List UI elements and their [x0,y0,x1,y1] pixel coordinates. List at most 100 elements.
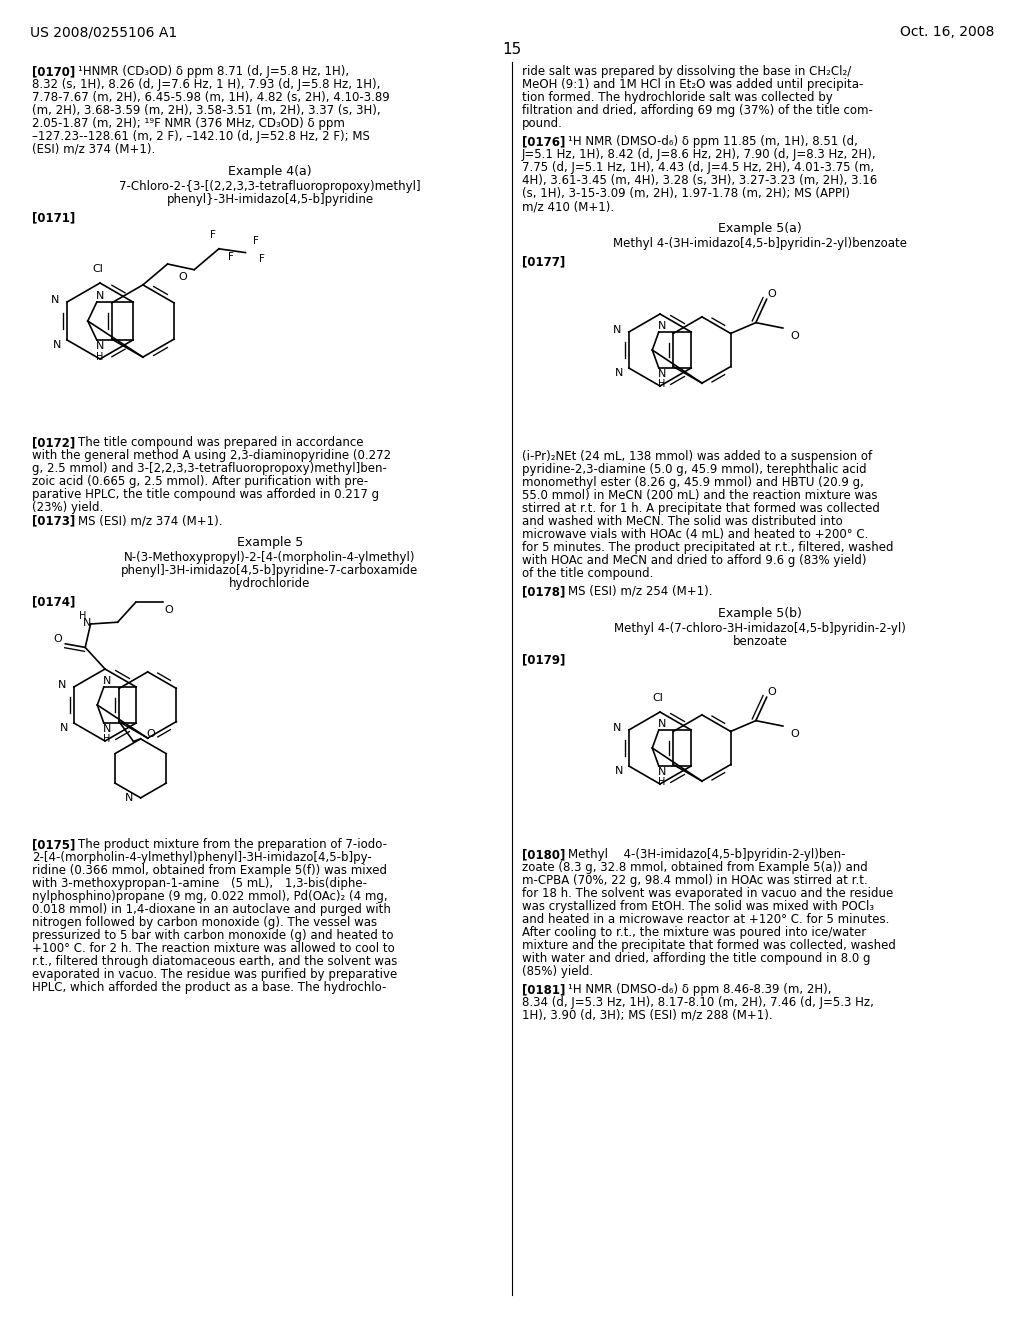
Text: [0181]: [0181] [522,983,565,997]
Text: (23%) yield.: (23%) yield. [32,502,103,513]
Text: of the title compound.: of the title compound. [522,568,653,579]
Text: zoic acid (0.665 g, 2.5 mmol). After purification with pre-: zoic acid (0.665 g, 2.5 mmol). After pur… [32,475,368,488]
Text: (m, 2H), 3.68-3.59 (m, 2H), 3.58-3.51 (m, 2H), 3.37 (s, 3H),: (m, 2H), 3.68-3.59 (m, 2H), 3.58-3.51 (m… [32,104,381,117]
Text: r.t., filtered through diatomaceous earth, and the solvent was: r.t., filtered through diatomaceous eart… [32,954,397,968]
Text: N: N [102,676,111,686]
Text: nylphosphino)propane (9 mg, 0.022 mmol), Pd(OAc)₂ (4 mg,: nylphosphino)propane (9 mg, 0.022 mmol),… [32,890,388,903]
Text: Oct. 16, 2008: Oct. 16, 2008 [900,25,994,40]
Text: O: O [767,688,776,697]
Text: 8.34 (d, J=5.3 Hz, 1H), 8.17-8.10 (m, 2H), 7.46 (d, J=5.3 Hz,: 8.34 (d, J=5.3 Hz, 1H), 8.17-8.10 (m, 2H… [522,997,873,1008]
Text: 2.05-1.87 (m, 2H); ¹⁹F NMR (376 MHz, CD₃OD) δ ppm: 2.05-1.87 (m, 2H); ¹⁹F NMR (376 MHz, CD₃… [32,117,345,129]
Text: 2-[4-(morpholin-4-ylmethyl)phenyl]-3H-imidazo[4,5-b]py-: 2-[4-(morpholin-4-ylmethyl)phenyl]-3H-im… [32,851,372,865]
Text: F: F [210,230,216,240]
Text: for 5 minutes. The product precipitated at r.t., filtered, washed: for 5 minutes. The product precipitated … [522,541,894,554]
Text: +100° C. for 2 h. The reaction mixture was allowed to cool to: +100° C. for 2 h. The reaction mixture w… [32,942,394,954]
Text: US 2008/0255106 A1: US 2008/0255106 A1 [30,25,177,40]
Text: (s, 1H), 3-15-3.09 (m, 2H), 1.97-1.78 (m, 2H); MS (APPI): (s, 1H), 3-15-3.09 (m, 2H), 1.97-1.78 (m… [522,187,850,201]
Text: N: N [95,290,104,301]
Text: 55.0 mmol) in MeCN (200 mL) and the reaction mixture was: 55.0 mmol) in MeCN (200 mL) and the reac… [522,488,878,502]
Text: [0175]: [0175] [32,838,76,851]
Text: [0176]: [0176] [522,135,565,148]
Text: m-CPBA (70%, 22 g, 98.4 mmol) in HOAc was stirred at r.t.: m-CPBA (70%, 22 g, 98.4 mmol) in HOAc wa… [522,874,867,887]
Text: pressurized to 5 bar with carbon monoxide (g) and heated to: pressurized to 5 bar with carbon monoxid… [32,929,393,942]
Text: ¹HNMR (CD₃OD) δ ppm 8.71 (d, J=5.8 Hz, 1H),: ¹HNMR (CD₃OD) δ ppm 8.71 (d, J=5.8 Hz, 1… [78,65,349,78]
Text: N: N [53,341,61,350]
Text: N: N [102,723,111,734]
Text: filtration and dried, affording 69 mg (37%) of the title com-: filtration and dried, affording 69 mg (3… [522,104,872,117]
Text: 8.32 (s, 1H), 8.26 (d, J=7.6 Hz, 1 H), 7.93 (d, J=5.8 Hz, 1H),: 8.32 (s, 1H), 8.26 (d, J=7.6 Hz, 1 H), 7… [32,78,380,91]
Text: ¹H NMR (DMSO-d₆) δ ppm 11.85 (m, 1H), 8.51 (d,: ¹H NMR (DMSO-d₆) δ ppm 11.85 (m, 1H), 8.… [568,135,858,148]
Text: parative HPLC, the title compound was afforded in 0.217 g: parative HPLC, the title compound was af… [32,488,379,502]
Text: N: N [614,368,623,378]
Text: (i-Pr)₂NEt (24 mL, 138 mmol) was added to a suspension of: (i-Pr)₂NEt (24 mL, 138 mmol) was added t… [522,450,872,463]
Text: [0171]: [0171] [32,211,75,224]
Text: The title compound was prepared in accordance: The title compound was prepared in accor… [78,436,364,449]
Text: N: N [125,793,133,803]
Text: ride salt was prepared by dissolving the base in CH₂Cl₂/: ride salt was prepared by dissolving the… [522,65,851,78]
Text: The product mixture from the preparation of 7-iodo-: The product mixture from the preparation… [78,838,387,851]
Text: J=5.1 Hz, 1H), 8.42 (d, J=8.6 Hz, 2H), 7.90 (d, J=8.3 Hz, 2H),: J=5.1 Hz, 1H), 8.42 (d, J=8.6 Hz, 2H), 7… [522,148,877,161]
Text: H: H [658,379,666,389]
Text: F: F [228,252,233,261]
Text: N: N [82,618,91,628]
Text: N: N [57,680,66,690]
Text: ¹H NMR (DMSO-d₆) δ ppm 8.46-8.39 (m, 2H),: ¹H NMR (DMSO-d₆) δ ppm 8.46-8.39 (m, 2H)… [568,983,831,997]
Text: tion formed. The hydrochloride salt was collected by: tion formed. The hydrochloride salt was … [522,91,833,104]
Text: 7.78-7.67 (m, 2H), 6.45-5.98 (m, 1H), 4.82 (s, 2H), 4.10-3.89: 7.78-7.67 (m, 2H), 6.45-5.98 (m, 1H), 4.… [32,91,390,104]
Text: N: N [657,719,666,729]
Text: (85%) yield.: (85%) yield. [522,965,593,978]
Text: phenyl]-3H-imidazo[4,5-b]pyridine-7-carboxamide: phenyl]-3H-imidazo[4,5-b]pyridine-7-carb… [122,564,419,577]
Text: HPLC, which afforded the product as a base. The hydrochlo-: HPLC, which afforded the product as a ba… [32,981,386,994]
Text: O: O [791,331,800,341]
Text: (ESI) m/z 374 (M+1).: (ESI) m/z 374 (M+1). [32,143,156,156]
Text: 1H), 3.90 (d, 3H); MS (ESI) m/z 288 (M+1).: 1H), 3.90 (d, 3H); MS (ESI) m/z 288 (M+1… [522,1008,773,1022]
Text: [0173]: [0173] [32,513,75,527]
Text: N: N [612,325,621,335]
Text: stirred at r.t. for 1 h. A precipitate that formed was collected: stirred at r.t. for 1 h. A precipitate t… [522,502,880,515]
Text: microwave vials with HOAc (4 mL) and heated to +200° C.: microwave vials with HOAc (4 mL) and hea… [522,528,868,541]
Text: MS (ESI) m/z 374 (M+1).: MS (ESI) m/z 374 (M+1). [78,513,222,527]
Text: 7-Chloro-2-{3-[(2,2,3,3-tetrafluoropropoxy)methyl]: 7-Chloro-2-{3-[(2,2,3,3-tetrafluoropropo… [119,180,421,193]
Text: [0179]: [0179] [522,653,565,667]
Text: O: O [146,729,155,739]
Text: 7.75 (d, J=5.1 Hz, 1H), 4.43 (d, J=4.5 Hz, 2H), 4.01-3.75 (m,: 7.75 (d, J=5.1 Hz, 1H), 4.43 (d, J=4.5 H… [522,161,874,174]
Text: O: O [178,272,187,282]
Text: zoate (8.3 g, 32.8 mmol, obtained from Example 5(a)) and: zoate (8.3 g, 32.8 mmol, obtained from E… [522,861,867,874]
Text: hydrochloride: hydrochloride [229,577,310,590]
Text: mixture and the precipitate that formed was collected, washed: mixture and the precipitate that formed … [522,939,896,952]
Text: Methyl 4-(3H-imidazo[4,5-b]pyridin-2-yl)benzoate: Methyl 4-(3H-imidazo[4,5-b]pyridin-2-yl)… [613,238,907,249]
Text: [0177]: [0177] [522,255,565,268]
Text: [0172]: [0172] [32,436,75,449]
Text: and heated in a microwave reactor at +120° C. for 5 minutes.: and heated in a microwave reactor at +12… [522,913,890,927]
Text: 0.018 mmol) in 1,4-dioxane in an autoclave and purged with: 0.018 mmol) in 1,4-dioxane in an autocla… [32,903,391,916]
Text: N: N [657,321,666,331]
Text: O: O [791,729,800,739]
Text: pyridine-2,3-diamine (5.0 g, 45.9 mmol), terephthalic acid: pyridine-2,3-diamine (5.0 g, 45.9 mmol),… [522,463,866,477]
Text: Example 5(b): Example 5(b) [718,607,802,620]
Text: nitrogen followed by carbon monoxide (g). The vessel was: nitrogen followed by carbon monoxide (g)… [32,916,377,929]
Text: Example 5(a): Example 5(a) [718,222,802,235]
Text: m/z 410 (M+1).: m/z 410 (M+1). [522,201,614,213]
Text: g, 2.5 mmol) and 3-[2,2,3,3-tetrafluoropropoxy)methyl]ben-: g, 2.5 mmol) and 3-[2,2,3,3-tetrafluorop… [32,462,387,475]
Text: H: H [103,734,111,744]
Text: H: H [658,777,666,787]
Text: [0174]: [0174] [32,595,76,609]
Text: N: N [59,723,68,733]
Text: was crystallized from EtOH. The solid was mixed with POCl₃: was crystallized from EtOH. The solid wa… [522,900,874,913]
Text: N: N [657,370,666,379]
Text: MeOH (9:1) and 1M HCl in Et₂O was added until precipita-: MeOH (9:1) and 1M HCl in Et₂O was added … [522,78,863,91]
Text: After cooling to r.t., the mixture was poured into ice/water: After cooling to r.t., the mixture was p… [522,927,866,939]
Text: N: N [614,766,623,776]
Text: benzoate: benzoate [732,635,787,648]
Text: –127.23--128.61 (m, 2 F), –142.10 (d, J=52.8 Hz, 2 F); MS: –127.23--128.61 (m, 2 F), –142.10 (d, J=… [32,129,370,143]
Text: H: H [96,352,103,362]
Text: O: O [767,289,776,300]
Text: 4H), 3.61-3.45 (m, 4H), 3.28 (s, 3H), 3.27-3.23 (m, 2H), 3.16: 4H), 3.61-3.45 (m, 4H), 3.28 (s, 3H), 3.… [522,174,878,187]
Text: with water and dried, affording the title compound in 8.0 g: with water and dried, affording the titl… [522,952,870,965]
Text: Cl: Cl [92,264,103,275]
Text: N: N [657,767,666,777]
Text: N: N [51,294,59,305]
Text: and washed with MeCN. The solid was distributed into: and washed with MeCN. The solid was dist… [522,515,843,528]
Text: N-(3-Methoxypropyl)-2-[4-(morpholin-4-ylmethyl): N-(3-Methoxypropyl)-2-[4-(morpholin-4-yl… [124,550,416,564]
Text: ridine (0.366 mmol, obtained from Example 5(f)) was mixed: ridine (0.366 mmol, obtained from Exampl… [32,865,387,876]
